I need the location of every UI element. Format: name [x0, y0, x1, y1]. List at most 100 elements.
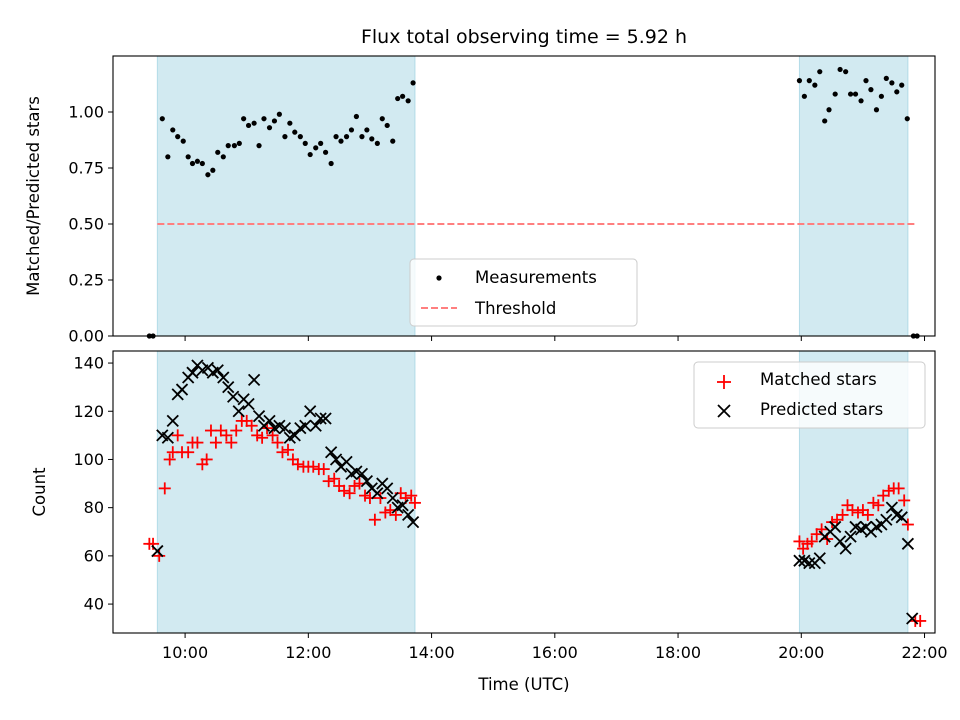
measurement-point: [292, 129, 298, 135]
legend-predicted-marker: [717, 404, 731, 418]
predicted-star-point: [340, 455, 353, 469]
measurement-point: [899, 82, 905, 88]
measurement-point: [858, 98, 864, 104]
matched-star-point: [882, 484, 895, 497]
matched-star-point: [307, 460, 320, 473]
measurement-point: [822, 118, 828, 124]
bottom-axes-frame: [112, 350, 936, 634]
predicted-star-point: [324, 446, 338, 459]
bottom-legend-box: [693, 361, 926, 429]
measurement-point: [863, 78, 869, 84]
matched-star-point: [171, 429, 184, 442]
predicted-star-point: [813, 552, 826, 565]
bottom-y-tick-label: 40: [84, 595, 104, 614]
measurement-point: [837, 66, 843, 73]
measurement-point: [379, 116, 385, 122]
matched-star-point: [805, 535, 818, 548]
measurement-point: [405, 98, 411, 104]
matched-star-point: [225, 436, 238, 449]
predicted-star-point: [314, 412, 327, 425]
measurement-point: [395, 95, 401, 102]
measurement-point: [904, 116, 910, 122]
x-tick-label: 12:00: [285, 643, 331, 662]
measurement-point: [276, 111, 282, 117]
matched-star-point: [230, 424, 243, 437]
matched-star-point: [872, 499, 885, 512]
top-y-axis-label: Matched/Predicted stars: [24, 96, 43, 296]
legend-measurements-label: Measurements: [475, 268, 597, 287]
predicted-star-point: [278, 421, 292, 435]
predicted-star-point: [793, 554, 806, 567]
measurement-point: [199, 160, 205, 167]
measurement-point: [369, 136, 375, 142]
measurement-point: [384, 122, 390, 129]
bottom-y-axis: 40 60 80 100 120 140: [73, 354, 113, 614]
legend-predicted-label: Predicted stars: [760, 400, 883, 419]
measurement-point: [225, 143, 231, 149]
measurement-point: [410, 80, 416, 86]
matched-star-point: [836, 508, 849, 521]
measurement-point: [806, 78, 812, 84]
top-data-series: [146, 66, 920, 339]
predicted-star-point: [299, 419, 312, 432]
measurement-point: [318, 140, 324, 146]
predicted-star-point: [217, 371, 230, 384]
matched-star-point: [209, 436, 222, 449]
predicted-star-point: [839, 542, 852, 555]
measurement-point: [220, 154, 226, 160]
x-tick-label: 18:00: [655, 643, 701, 662]
measurement-point: [282, 134, 288, 140]
matched-star-point: [408, 496, 421, 509]
predicted-star-point: [833, 535, 847, 548]
predicted-star-point: [227, 390, 240, 403]
measurement-point: [170, 127, 176, 133]
legend-measurements-marker: [436, 275, 442, 281]
measurement-point: [322, 149, 329, 155]
predicted-star-point: [901, 537, 915, 550]
predicted-star-point: [355, 467, 369, 481]
matched-star-point: [867, 496, 880, 509]
matched-star-point: [271, 436, 284, 449]
top-y-tick-label: 0.50: [68, 215, 104, 234]
matched-star-point: [914, 614, 927, 627]
measurement-point: [812, 82, 818, 88]
predicted-star-point: [402, 508, 415, 522]
matched-star-point: [245, 419, 258, 432]
matched-star-point: [379, 506, 392, 519]
predicted-star-point: [406, 515, 420, 529]
matched-star-point: [343, 487, 356, 500]
measurement-point: [287, 120, 293, 126]
predicted-star-point: [232, 405, 245, 418]
matched-star-point: [256, 431, 269, 444]
measurement-point: [883, 75, 889, 81]
matched-star-point: [892, 482, 905, 495]
matched-star-point: [851, 506, 864, 519]
measurement-point: [832, 91, 838, 97]
measurement-point: [843, 69, 849, 75]
bottom-y-axis-label: Count: [30, 467, 49, 517]
predicted-star-point: [304, 405, 317, 418]
measurement-point: [251, 120, 257, 126]
predicted-star-point: [396, 499, 409, 512]
matched-star-point: [359, 489, 372, 502]
top-shaded-region: [156, 55, 416, 337]
measurement-point: [205, 172, 211, 178]
bottom-panel: 40 60 80 100 120 140 10:00 12:00 14:00 16:00 18:0…: [30, 350, 948, 694]
top-axes-frame: [112, 55, 936, 337]
measurement-point: [348, 127, 355, 133]
measurement-point: [210, 167, 216, 173]
top-y-tick-label: 1.00: [68, 103, 104, 122]
measurement-point: [801, 93, 807, 99]
predicted-star-point: [166, 414, 179, 428]
matched-star-point: [374, 492, 387, 505]
measurement-point: [878, 93, 884, 99]
predicted-star-point: [803, 556, 816, 570]
predicted-star-point: [288, 429, 301, 442]
measurement-point: [236, 140, 242, 146]
predicted-star-point: [222, 381, 235, 394]
measurement-point: [256, 143, 262, 149]
bottom-y-tick-label: 60: [84, 546, 104, 565]
x-tick-label: 14:00: [409, 643, 455, 662]
measurement-point: [390, 138, 396, 144]
